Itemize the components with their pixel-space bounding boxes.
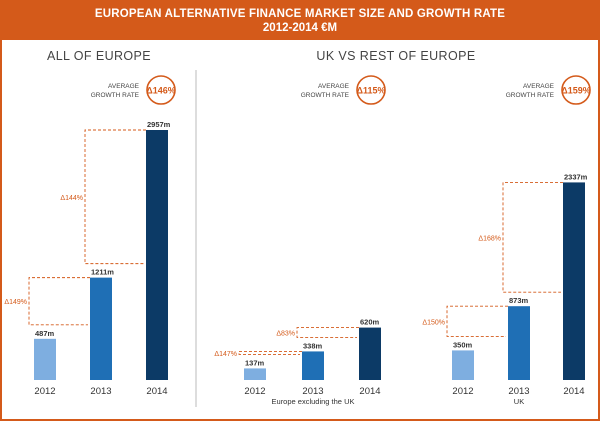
- growth-bracket: [84, 129, 146, 265]
- panel-title: UK VS REST OF EUROPE: [316, 49, 475, 63]
- panel-title: ALL OF EUROPE: [47, 49, 151, 63]
- growth-rate-label: Δ149%: [4, 299, 27, 306]
- avg-growth-value: Δ146%: [146, 86, 176, 96]
- avg-growth-label: GROWTH RATE: [301, 92, 350, 99]
- avg-growth-value: Δ159%: [561, 86, 591, 96]
- bar: [34, 338, 56, 380]
- growth-bracket: [296, 327, 359, 338]
- year-tick-label: 2014: [146, 386, 167, 397]
- year-tick-label: 2012: [34, 386, 55, 397]
- bar: [359, 327, 381, 380]
- bar-value-label: 350m: [453, 340, 473, 349]
- bar-value-label: 620m: [360, 318, 380, 327]
- growth-rate-label: Δ150%: [422, 319, 445, 326]
- avg-growth-label: AVERAGE: [523, 83, 555, 90]
- bar-value-label: 487m: [35, 329, 55, 338]
- panel-subtitle: UK: [514, 397, 524, 406]
- growth-rate-label: Δ168%: [478, 235, 501, 242]
- header-banner: EUROPEAN ALTERNATIVE FINANCE MARKET SIZE…: [2, 2, 598, 40]
- avg-growth-value: Δ115%: [357, 86, 386, 96]
- bar-value-label: 2337m: [564, 172, 588, 181]
- year-tick-label: 2013: [302, 386, 323, 397]
- growth-rate-label: Δ147%: [214, 351, 237, 358]
- bar: [146, 130, 168, 380]
- year-tick-label: 2012: [244, 386, 265, 397]
- bar: [508, 306, 530, 380]
- bar: [90, 277, 112, 380]
- bar: [563, 182, 585, 380]
- growth-rate-label: Δ83%: [276, 331, 295, 338]
- bar-value-label: 873m: [509, 296, 529, 305]
- growth-bracket: [28, 277, 90, 326]
- growth-bracket: [502, 181, 563, 293]
- panel-subtitle: Europe excluding the UK: [272, 397, 355, 406]
- year-tick-label: 2012: [452, 386, 473, 397]
- bar: [302, 351, 324, 380]
- avg-growth-circle: [356, 75, 386, 105]
- avg-growth-label: AVERAGE: [108, 83, 140, 90]
- bar-value-label: 1211m: [91, 268, 114, 277]
- year-tick-label: 2013: [90, 386, 111, 397]
- avg-growth-label: GROWTH RATE: [506, 92, 555, 99]
- avg-growth-label: AVERAGE: [318, 83, 350, 90]
- growth-bracket: [446, 305, 508, 337]
- growth-bracket: [238, 350, 302, 355]
- bar: [244, 368, 266, 380]
- bar-value-label: 338m: [303, 341, 323, 350]
- chart-subtitle: 2012-2014 €M: [262, 22, 338, 34]
- bar: [452, 350, 474, 380]
- year-tick-label: 2014: [563, 386, 584, 397]
- bar-value-label: 137m: [245, 358, 265, 367]
- growth-rate-label: Δ144%: [60, 195, 83, 202]
- chart-title: EUROPEAN ALTERNATIVE FINANCE MARKET SIZE…: [94, 8, 506, 20]
- bar-value-label: 2957m: [147, 120, 171, 129]
- avg-growth-circle: [146, 75, 176, 105]
- year-tick-label: 2014: [359, 386, 380, 397]
- avg-growth-circle: [561, 75, 591, 105]
- year-tick-label: 2013: [508, 386, 529, 397]
- avg-growth-label: GROWTH RATE: [91, 92, 140, 99]
- chart-marks: ALL OF EUROPE AVERAGE GROWTH RATE Δ146% 487m…: [4, 49, 591, 406]
